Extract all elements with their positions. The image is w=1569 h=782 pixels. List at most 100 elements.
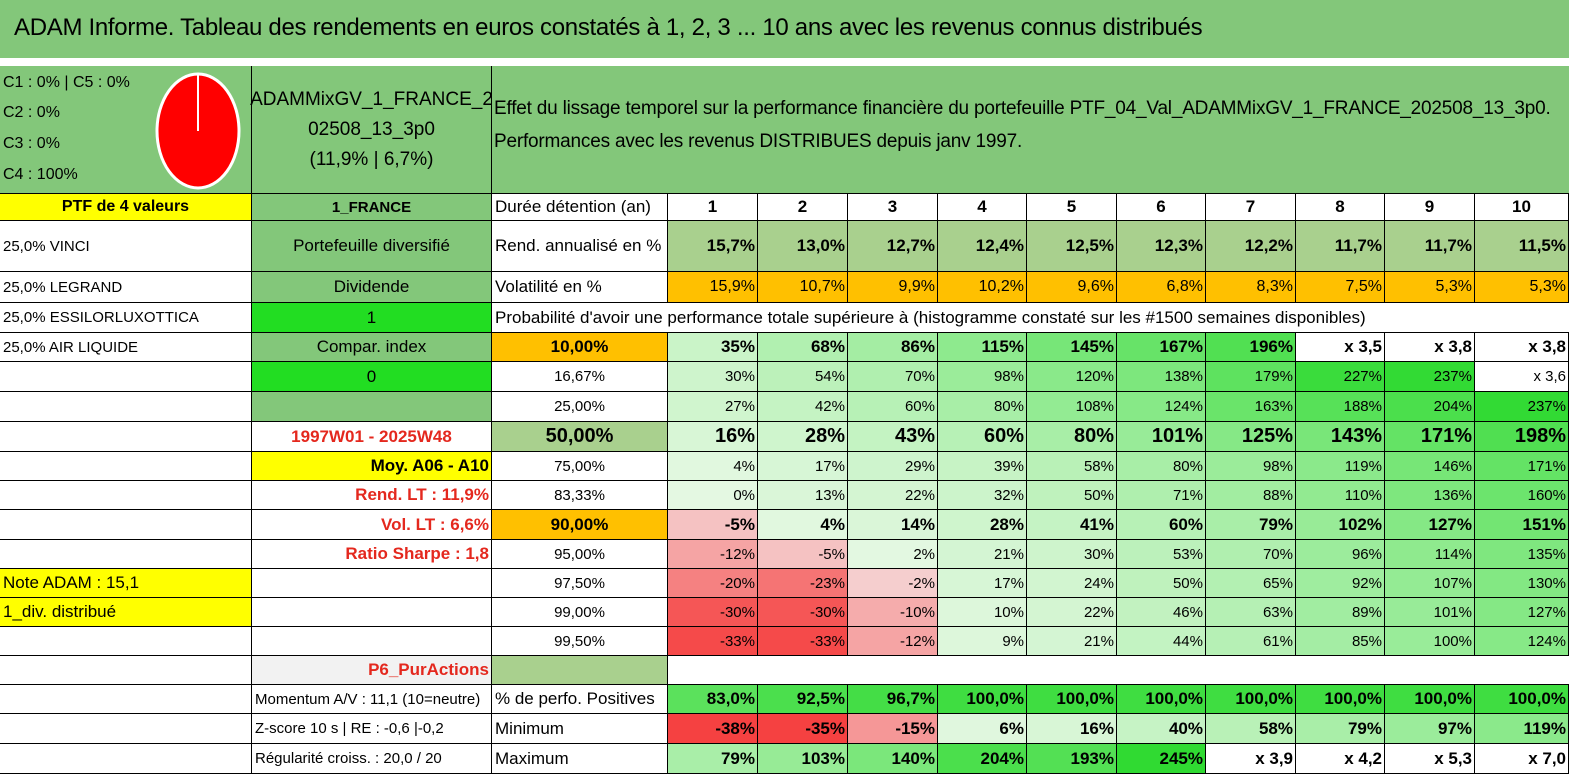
probability-cell[interactable]: 4% bbox=[668, 452, 758, 481]
holding-cell[interactable]: 25,0% VINCI bbox=[0, 221, 252, 272]
row-label[interactable]: Rend. annualisé en % bbox=[492, 221, 668, 272]
probability-cell[interactable]: 71% bbox=[1117, 481, 1206, 510]
maximum-cell[interactable]: x 4,2 bbox=[1296, 744, 1385, 774]
probability-cell[interactable]: 17% bbox=[758, 452, 848, 481]
maximum-cell[interactable]: 193% bbox=[1027, 744, 1117, 774]
maximum-cell[interactable]: 79% bbox=[668, 744, 758, 774]
probability-cell[interactable]: 98% bbox=[1206, 452, 1296, 481]
probability-cell[interactable]: 2% bbox=[848, 540, 938, 569]
positive-perf-cell[interactable]: 100,0% bbox=[1117, 685, 1206, 714]
probability-cell[interactable]: x 3,8 bbox=[1475, 333, 1569, 362]
maximum-cell[interactable]: 204% bbox=[938, 744, 1027, 774]
year-header[interactable]: 9 bbox=[1385, 194, 1475, 221]
volatility-cell[interactable]: 7,5% bbox=[1296, 272, 1385, 303]
probability-cell[interactable]: 143% bbox=[1296, 422, 1385, 452]
probability-cell[interactable]: 130% bbox=[1475, 569, 1569, 598]
probability-cell[interactable]: 35% bbox=[668, 333, 758, 362]
probability-cell[interactable]: 171% bbox=[1385, 422, 1475, 452]
minimum-cell[interactable]: -38% bbox=[668, 714, 758, 744]
probability-cell[interactable]: 30% bbox=[668, 362, 758, 392]
maximum-cell[interactable]: x 3,9 bbox=[1206, 744, 1296, 774]
probability-cell[interactable]: 188% bbox=[1296, 392, 1385, 422]
probability-cell[interactable]: 110% bbox=[1296, 481, 1385, 510]
probability-cell[interactable]: 63% bbox=[1206, 598, 1296, 627]
positive-perf-cell[interactable]: 100,0% bbox=[1385, 685, 1475, 714]
annual-return-cell[interactable]: 12,3% bbox=[1117, 221, 1206, 272]
threshold-cell[interactable]: 10,00% bbox=[492, 333, 668, 362]
probability-cell[interactable]: 60% bbox=[1117, 510, 1206, 540]
probability-cell[interactable]: -2% bbox=[848, 569, 938, 598]
probability-cell[interactable]: 198% bbox=[1475, 422, 1569, 452]
year-header[interactable]: 5 bbox=[1027, 194, 1117, 221]
probability-cell[interactable]: 30% bbox=[1027, 540, 1117, 569]
probability-cell[interactable]: 101% bbox=[1385, 598, 1475, 627]
row-label[interactable]: % de perfo. Positives bbox=[492, 685, 668, 714]
probability-cell[interactable]: 68% bbox=[758, 333, 848, 362]
year-header[interactable]: 6 bbox=[1117, 194, 1206, 221]
empty-cell[interactable] bbox=[0, 452, 252, 481]
probability-cell[interactable]: 119% bbox=[1296, 452, 1385, 481]
probability-cell[interactable]: 80% bbox=[938, 392, 1027, 422]
probability-cell[interactable]: 16% bbox=[668, 422, 758, 452]
threshold-cell[interactable]: 99,50% bbox=[492, 627, 668, 656]
probability-cell[interactable]: 32% bbox=[938, 481, 1027, 510]
minimum-cell[interactable]: 97% bbox=[1385, 714, 1475, 744]
positive-perf-cell[interactable]: 100,0% bbox=[938, 685, 1027, 714]
probability-cell[interactable]: -23% bbox=[758, 569, 848, 598]
minimum-cell[interactable]: 40% bbox=[1117, 714, 1206, 744]
probability-cell[interactable]: 21% bbox=[938, 540, 1027, 569]
indicator-cell[interactable]: Ratio Sharpe : 1,8 bbox=[252, 540, 492, 569]
probability-cell[interactable]: -30% bbox=[758, 598, 848, 627]
probability-cell[interactable]: 79% bbox=[1206, 510, 1296, 540]
maximum-cell[interactable]: 140% bbox=[848, 744, 938, 774]
volatility-cell[interactable]: 10,2% bbox=[938, 272, 1027, 303]
probability-cell[interactable]: 70% bbox=[848, 362, 938, 392]
annual-return-cell[interactable]: 11,5% bbox=[1475, 221, 1569, 272]
probability-cell[interactable]: 237% bbox=[1385, 362, 1475, 392]
holding-cell[interactable]: 1_div. distribué bbox=[0, 598, 252, 627]
empty-cell[interactable] bbox=[0, 685, 252, 714]
probability-cell[interactable]: 50% bbox=[1027, 481, 1117, 510]
probability-cell[interactable]: 27% bbox=[668, 392, 758, 422]
maximum-cell[interactable]: 103% bbox=[758, 744, 848, 774]
probability-cell[interactable]: 0% bbox=[668, 481, 758, 510]
probability-cell[interactable]: 14% bbox=[848, 510, 938, 540]
threshold-cell[interactable]: 50,00% bbox=[492, 422, 668, 452]
threshold-cell[interactable]: 99,00% bbox=[492, 598, 668, 627]
empty-cell[interactable] bbox=[0, 714, 252, 744]
probability-cell[interactable]: 21% bbox=[1027, 627, 1117, 656]
minimum-cell[interactable]: 79% bbox=[1296, 714, 1385, 744]
probability-cell[interactable]: 17% bbox=[938, 569, 1027, 598]
indicator-cell[interactable]: P6_PurActions bbox=[252, 656, 492, 685]
maximum-cell[interactable]: x 5,3 bbox=[1385, 744, 1475, 774]
probability-cell[interactable]: 120% bbox=[1027, 362, 1117, 392]
minimum-cell[interactable]: 6% bbox=[938, 714, 1027, 744]
indicator-cell[interactable]: 1997W01 - 2025W48 bbox=[252, 422, 492, 452]
annual-return-cell[interactable]: 11,7% bbox=[1296, 221, 1385, 272]
probability-cell[interactable]: 101% bbox=[1117, 422, 1206, 452]
probability-cell[interactable]: 10% bbox=[938, 598, 1027, 627]
volatility-cell[interactable]: 6,8% bbox=[1117, 272, 1206, 303]
indicator-cell[interactable]: Z-score 10 s | RE : -0,6 |-0,2 bbox=[252, 714, 492, 744]
annual-return-cell[interactable]: 12,2% bbox=[1206, 221, 1296, 272]
probability-cell[interactable]: -12% bbox=[848, 627, 938, 656]
probability-cell[interactable]: 9% bbox=[938, 627, 1027, 656]
positive-perf-cell[interactable]: 96,7% bbox=[848, 685, 938, 714]
probability-cell[interactable]: -12% bbox=[668, 540, 758, 569]
probability-cell[interactable]: 80% bbox=[1117, 452, 1206, 481]
probability-cell[interactable]: 13% bbox=[758, 481, 848, 510]
probability-cell[interactable]: x 3,5 bbox=[1296, 333, 1385, 362]
positive-perf-cell[interactable]: 100,0% bbox=[1206, 685, 1296, 714]
probability-cell[interactable]: 96% bbox=[1296, 540, 1385, 569]
minimum-cell[interactable]: -35% bbox=[758, 714, 848, 744]
threshold-cell[interactable]: 25,00% bbox=[492, 392, 668, 422]
empty-cell[interactable] bbox=[0, 627, 252, 656]
volatility-cell[interactable]: 5,3% bbox=[1385, 272, 1475, 303]
probability-cell[interactable]: 204% bbox=[1385, 392, 1475, 422]
indicator-cell[interactable]: Portefeuille diversifié bbox=[252, 221, 492, 272]
empty-cell[interactable] bbox=[0, 510, 252, 540]
threshold-cell[interactable]: 75,00% bbox=[492, 452, 668, 481]
probability-cell[interactable]: 89% bbox=[1296, 598, 1385, 627]
probability-cell[interactable]: 124% bbox=[1475, 627, 1569, 656]
minimum-cell[interactable]: 16% bbox=[1027, 714, 1117, 744]
